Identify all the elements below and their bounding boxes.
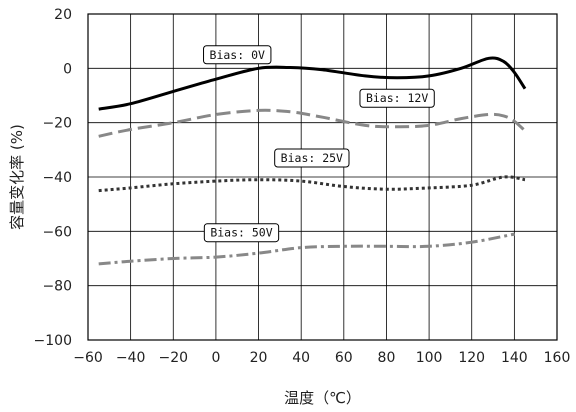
y-tick-label: 0 (63, 61, 72, 77)
series-label-4: Bias: 50V (203, 223, 280, 243)
series-label-box (203, 45, 272, 65)
y-axis-title: 容量变化率 (%) (8, 124, 26, 230)
x-tick-label: 80 (378, 350, 396, 366)
series-label-1: Bias: 0V (203, 45, 272, 65)
x-tick-label: 140 (501, 350, 528, 366)
series-label-box (203, 223, 280, 243)
series-label-3: Bias: 25V (274, 148, 350, 168)
x-tick-label: 40 (292, 350, 310, 366)
x-tick-label: 160 (544, 350, 571, 366)
x-tick-label: −60 (73, 350, 103, 366)
series-label-text: Bias: 0V (210, 48, 265, 62)
y-tick-label: 20 (54, 7, 72, 23)
y-tick-label: −20 (42, 116, 72, 132)
series-line-1 (98, 56, 527, 111)
x-tick-label: 100 (416, 350, 443, 366)
x-tick-label: 60 (335, 350, 353, 366)
x-tick-label: −40 (116, 350, 146, 366)
series-label-2: Bias: 12V (359, 88, 435, 108)
y-tick-label: −100 (34, 333, 72, 349)
series-labels: Bias: 0V Bias: 12V Bias: 25V Bias: 50V (203, 45, 435, 243)
grid (87, 13, 558, 341)
series-line-3 (98, 175, 526, 193)
tick-labels: −60 −40 −20 0 20 40 60 80 100 120 140 160200−20−40−… (34, 7, 571, 366)
series-line-4 (98, 232, 515, 266)
x-tick-label: 120 (458, 350, 485, 366)
y-tick-label: −80 (42, 279, 72, 295)
y-tick-label: −60 (42, 224, 72, 240)
x-tick-label: 0 (211, 350, 220, 366)
series-line-2 (98, 108, 527, 138)
series-label-text: Bias: 50V (210, 226, 272, 240)
y-tick-label: −40 (42, 170, 72, 186)
series-lines (98, 56, 527, 266)
x-tick-label: −20 (158, 350, 188, 366)
series-label-box (359, 88, 435, 108)
x-axis-title: 温度（℃） (284, 389, 361, 407)
plot-frame (87, 13, 558, 341)
x-tick-label: 20 (250, 350, 268, 366)
series-label-text: Bias: 25V (281, 151, 343, 165)
series-label-text: Bias: 12V (366, 91, 428, 105)
series-label-box (274, 148, 350, 168)
